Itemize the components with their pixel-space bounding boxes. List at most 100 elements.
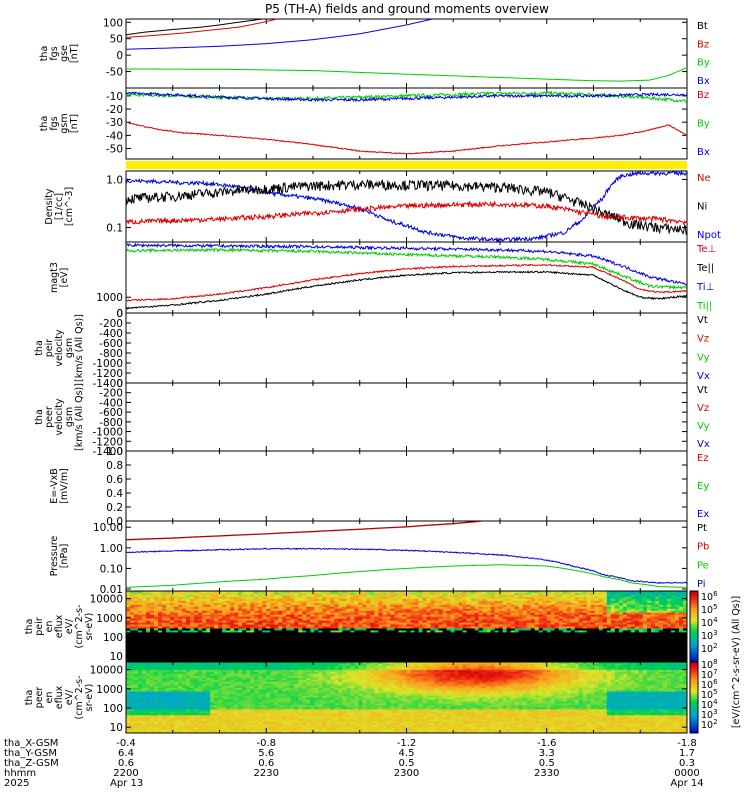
spectrogram-cell <box>354 654 359 657</box>
spectrogram-cell <box>214 646 219 649</box>
spectrogram-cell <box>418 592 423 596</box>
legend-Vy: Vy <box>697 421 710 432</box>
spectrogram-cell <box>162 606 167 610</box>
spectrogram-cell <box>498 618 504 621</box>
spectrogram-cell <box>378 618 383 621</box>
spectrogram-cell <box>494 598 500 602</box>
spectrogram-cell <box>182 644 187 647</box>
spectrogram-cell <box>190 600 195 604</box>
spectrogram-cell <box>510 622 516 625</box>
spectrogram-cell <box>630 638 636 641</box>
spectrogram-cell <box>534 656 540 659</box>
spectrogram-cell <box>318 626 323 629</box>
spectrogram-cell <box>438 658 443 661</box>
spectrogram-cell <box>614 626 620 629</box>
spectrogram-cell <box>514 646 520 649</box>
spectrogram-cell <box>210 630 215 633</box>
spectrogram-cell <box>538 612 544 616</box>
spectrogram-cell <box>410 598 415 602</box>
spectrogram-cell <box>522 630 528 633</box>
spectrogram-cell <box>138 648 143 651</box>
spectrogram-cell <box>606 592 612 596</box>
spectrogram-cell <box>146 644 151 647</box>
spectrogram-cell <box>574 652 580 655</box>
spectrogram-cell <box>442 596 447 600</box>
spectrogram-cell <box>446 598 451 602</box>
spectrogram-cell <box>230 591 235 594</box>
spectrogram-cell <box>542 600 548 604</box>
spectrogram-cell <box>398 646 403 649</box>
spectrogram-cell <box>350 654 355 657</box>
spectrogram-cell <box>526 642 532 645</box>
spectrogram-cell <box>418 626 423 629</box>
spectrogram-cell <box>486 606 492 610</box>
spectrogram-cell <box>366 620 371 623</box>
spectrogram-cell <box>194 658 199 661</box>
spectrogram-cell <box>342 638 347 641</box>
spectrogram-cell <box>306 608 311 612</box>
spectrogram-cell <box>450 636 455 639</box>
spectrogram-cell <box>618 632 624 635</box>
spectrogram-cell <box>530 608 536 612</box>
spectrogram-cell <box>514 656 520 659</box>
spectrogram-cell <box>602 658 608 661</box>
spectrogram-cell <box>530 596 536 600</box>
spectrogram-cell <box>602 592 608 596</box>
spectrogram-cell <box>326 596 331 600</box>
spectrogram-cell <box>402 654 407 657</box>
spectrogram-cell <box>146 638 151 641</box>
spectrogram-cell <box>206 626 211 629</box>
spectrogram-cell <box>490 600 496 604</box>
spectrogram-cell <box>622 660 628 663</box>
spectrogram-cell <box>226 622 231 625</box>
spectrogram-cell <box>566 630 572 633</box>
spectrogram-cell <box>630 594 636 598</box>
spectrogram-cell <box>198 594 203 598</box>
spectrogram-cell <box>330 628 335 631</box>
spectrogram-cell <box>542 648 548 651</box>
spectrogram-cell <box>250 592 255 596</box>
spectrogram-cell <box>422 626 427 629</box>
spectrogram-cell <box>610 592 616 596</box>
spectrogram-cell <box>386 602 391 606</box>
spectrogram-cell <box>322 638 327 641</box>
spectrogram-cell <box>182 642 187 645</box>
spectrogram-cell <box>426 634 431 637</box>
spectrogram-cell <box>214 658 219 661</box>
spectrogram-cell <box>418 646 423 649</box>
spectrogram-cell <box>598 654 604 657</box>
spectrogram-cell <box>182 632 187 635</box>
spectrogram-cell <box>198 652 203 655</box>
spectrogram-cell <box>474 620 480 623</box>
spectrogram-cell <box>162 628 167 631</box>
spectrogram-cell <box>158 636 163 639</box>
spectrogram-cell <box>534 598 540 602</box>
spectrogram-cell <box>534 592 540 596</box>
spectrogram-cell <box>178 620 183 623</box>
spectrogram-cell <box>534 644 540 647</box>
spectrogram-cell <box>158 646 163 649</box>
spectrogram-cell <box>190 622 195 625</box>
spectrogram-cell <box>278 642 283 645</box>
spectrogram-cell <box>162 612 167 616</box>
spectrogram-cell <box>170 616 175 620</box>
spectrogram-cell <box>518 602 524 606</box>
spectrogram-cell <box>610 646 616 649</box>
series-Ti|| <box>125 247 688 291</box>
spectrogram-cell <box>342 598 347 602</box>
spectrogram-cell <box>150 610 155 614</box>
spectrogram-cell <box>234 632 239 635</box>
spectrogram-cell <box>542 598 548 602</box>
spectrogram-cell <box>534 624 540 627</box>
spectrogram-cell <box>446 634 451 637</box>
spectrogram-cell <box>410 640 415 643</box>
spectrogram-cell <box>262 591 267 594</box>
spectrogram-cell <box>138 660 143 663</box>
spectrogram-cell <box>402 620 407 623</box>
spectrogram-cell <box>566 660 572 663</box>
spectrogram-cell <box>362 642 367 645</box>
spectrogram-cell <box>194 638 199 641</box>
spectrogram-cell <box>430 598 435 602</box>
spectrogram-cell <box>178 628 183 631</box>
spectrogram-cell <box>166 636 171 639</box>
